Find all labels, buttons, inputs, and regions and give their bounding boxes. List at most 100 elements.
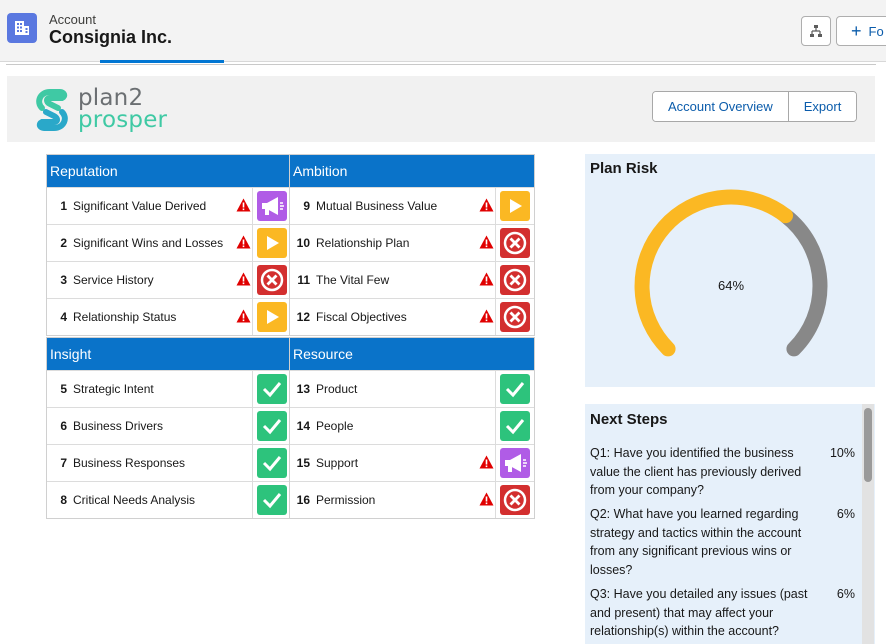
account-overview-button[interactable]: Account Overview: [653, 92, 788, 121]
criteria-number: 13: [296, 382, 310, 396]
close-circle-icon: [503, 488, 526, 512]
criteria-number: 5: [60, 382, 67, 396]
criteria-row[interactable]: 1 Significant Value Derived: [47, 187, 291, 224]
criteria-label: Strategic Intent: [73, 382, 154, 396]
check-icon: [262, 493, 281, 509]
panel-heading: Resource: [290, 338, 534, 370]
check-icon: [262, 382, 281, 398]
criteria-number: 15: [296, 456, 310, 470]
status-tile[interactable]: [495, 299, 533, 335]
next-step-percent: 10%: [829, 446, 855, 460]
object-type-label: Account: [49, 12, 96, 27]
criteria-row[interactable]: 11 The Vital Few: [290, 261, 534, 298]
criteria-row[interactable]: 12 Fiscal Objectives: [290, 298, 534, 335]
criteria-label: Mutual Business Value: [316, 199, 438, 213]
tab-divider: [6, 64, 876, 65]
criteria-label: Significant Value Derived: [73, 199, 207, 213]
next-step-item[interactable]: Q3: Have you detailed any issues (past a…: [590, 585, 855, 641]
app-banner: plan2 prosper Account Overview Export: [7, 76, 875, 142]
status-tile[interactable]: [495, 188, 533, 224]
status-tile[interactable]: [252, 482, 290, 518]
criteria-number: 1: [60, 199, 67, 213]
criteria-number: 8: [60, 493, 67, 507]
gauge-remainder-arc: [778, 208, 828, 357]
panel-heading: Ambition: [290, 155, 534, 187]
criteria-number: 7: [60, 456, 67, 470]
criteria-number: 3: [60, 273, 67, 287]
criteria-number: 6: [60, 419, 67, 433]
export-button[interactable]: Export: [787, 92, 857, 121]
play-icon: [509, 199, 522, 213]
follow-button[interactable]: + Fo: [836, 16, 886, 46]
criteria-label: Support: [316, 456, 359, 470]
next-step-question: Q1: Have you identified the business val…: [590, 446, 802, 497]
gauge-value-arc: [634, 189, 794, 357]
criteria-label: Significant Wins and Losses: [73, 236, 224, 250]
criteria-row[interactable]: 15 Support: [290, 444, 534, 481]
status-badge: [499, 265, 530, 295]
check-icon: [262, 456, 281, 472]
panel-heading: Reputation: [47, 155, 291, 187]
criteria-panel-reputation: Reputation 1 Significant Value Derived 2 Sig…: [46, 154, 292, 336]
status-badge: [256, 191, 287, 221]
banner-button-group: Account Overview Export: [652, 91, 858, 122]
criteria-row[interactable]: 10 Relationship Plan: [290, 224, 534, 261]
logo-text-prosper: prosper: [78, 107, 168, 133]
hierarchy-icon: [810, 25, 822, 37]
next-step-item[interactable]: Q1: Have you identified the business val…: [590, 444, 855, 500]
active-tab-indicator: [100, 60, 224, 63]
status-tile[interactable]: [495, 262, 533, 298]
status-tile[interactable]: [252, 408, 290, 444]
warning-icon: [479, 272, 494, 286]
warning-icon: [479, 309, 494, 323]
status-badge: [499, 411, 530, 441]
criteria-row[interactable]: 9 Mutual Business Value: [290, 187, 534, 224]
play-icon: [266, 236, 279, 250]
status-tile[interactable]: [252, 371, 290, 407]
criteria-label: Relationship Status: [73, 310, 177, 324]
criteria-row[interactable]: 13 Product: [290, 370, 534, 407]
status-tile[interactable]: [252, 445, 290, 481]
warning-icon: [479, 198, 494, 212]
status-tile[interactable]: [252, 188, 290, 224]
status-tile[interactable]: [252, 225, 290, 261]
criteria-row[interactable]: 2 Significant Wins and Losses: [47, 224, 291, 261]
status-badge: [499, 228, 530, 258]
warning-icon: [479, 235, 494, 249]
status-tile[interactable]: [495, 225, 533, 261]
close-circle-icon: [503, 305, 526, 329]
criteria-row[interactable]: 7 Business Responses: [47, 444, 291, 481]
criteria-row[interactable]: 8 Critical Needs Analysis: [47, 481, 291, 518]
close-circle-icon: [260, 268, 283, 292]
warning-icon: [236, 198, 251, 212]
next-steps-scroll-thumb[interactable]: [864, 408, 872, 482]
criteria-row[interactable]: 14 People: [290, 407, 534, 444]
plus-icon: +: [851, 21, 862, 41]
warning-icon: [236, 235, 251, 249]
criteria-number: 12: [296, 310, 310, 324]
next-steps-card: Next Steps Q1: Have you identified the b…: [585, 404, 875, 644]
status-badge: [499, 374, 530, 404]
megaphone-icon: [504, 454, 527, 472]
criteria-number: 10: [296, 236, 310, 250]
status-tile[interactable]: [495, 445, 533, 481]
status-badge: [256, 228, 287, 258]
criteria-row[interactable]: 16 Permission: [290, 481, 534, 518]
status-tile[interactable]: [495, 482, 533, 518]
record-name: Consignia Inc.: [49, 27, 173, 47]
criteria-number: 14: [296, 419, 310, 433]
criteria-number: 16: [296, 493, 310, 507]
status-tile[interactable]: [252, 262, 290, 298]
status-tile[interactable]: [495, 371, 533, 407]
criteria-number: 11: [297, 273, 310, 287]
criteria-row[interactable]: 4 Relationship Status: [47, 298, 291, 335]
next-step-item[interactable]: Q2: What have you learned regarding stra…: [590, 505, 855, 579]
criteria-label: Permission: [316, 493, 376, 507]
status-tile[interactable]: [252, 299, 290, 335]
criteria-row[interactable]: 6 Business Drivers: [47, 407, 291, 444]
criteria-row[interactable]: 5 Strategic Intent: [47, 370, 291, 407]
criteria-label: Service History: [73, 273, 154, 287]
status-tile[interactable]: [495, 408, 533, 444]
criteria-row[interactable]: 3 Service History: [47, 261, 291, 298]
view-hierarchy-button[interactable]: [801, 16, 831, 46]
